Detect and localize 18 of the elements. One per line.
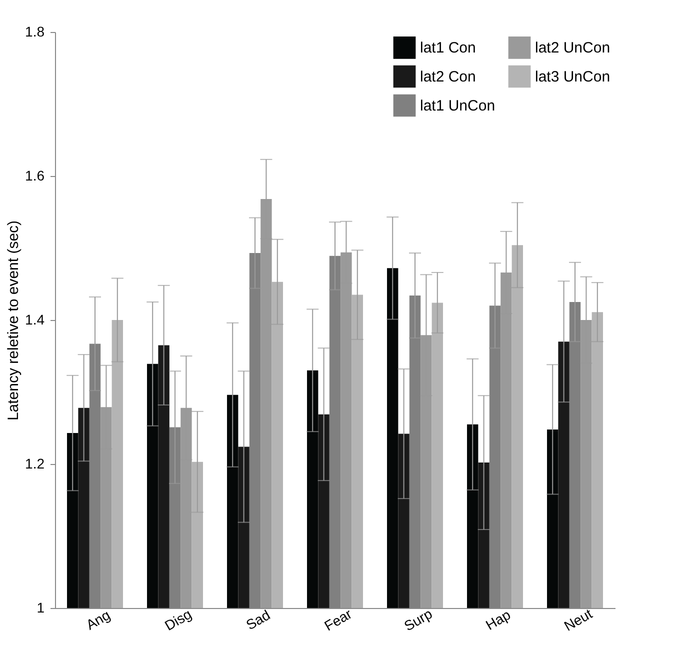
legend-label: lat1 Con bbox=[420, 40, 476, 57]
x-tick-label: Disg bbox=[162, 606, 194, 634]
y-tick-label: 1.4 bbox=[25, 312, 45, 328]
legend-label: lat1 UnCon bbox=[420, 98, 496, 114]
x-tick-label: Ang bbox=[83, 606, 113, 633]
legend-label: lat2 Con bbox=[420, 68, 476, 86]
y-tick-label: 1.8 bbox=[25, 24, 45, 40]
y-axis-title: Latency reletive to event (sec) bbox=[5, 220, 22, 421]
x-tick-label: Fear bbox=[322, 605, 355, 634]
x-tick-label: Hap bbox=[482, 606, 514, 634]
y-tick-label: 1 bbox=[36, 600, 45, 616]
x-tick-label: Surp bbox=[401, 605, 435, 634]
y-tick-label: 1.2 bbox=[25, 456, 45, 472]
x-tick-label: Neut bbox=[561, 605, 595, 634]
legend-label: lat3 UnCon bbox=[535, 68, 610, 86]
legend-label: lat2 UnCon bbox=[535, 40, 610, 57]
y-tick-label: 1.6 bbox=[25, 168, 45, 184]
x-tick-label: Sad bbox=[243, 606, 273, 633]
